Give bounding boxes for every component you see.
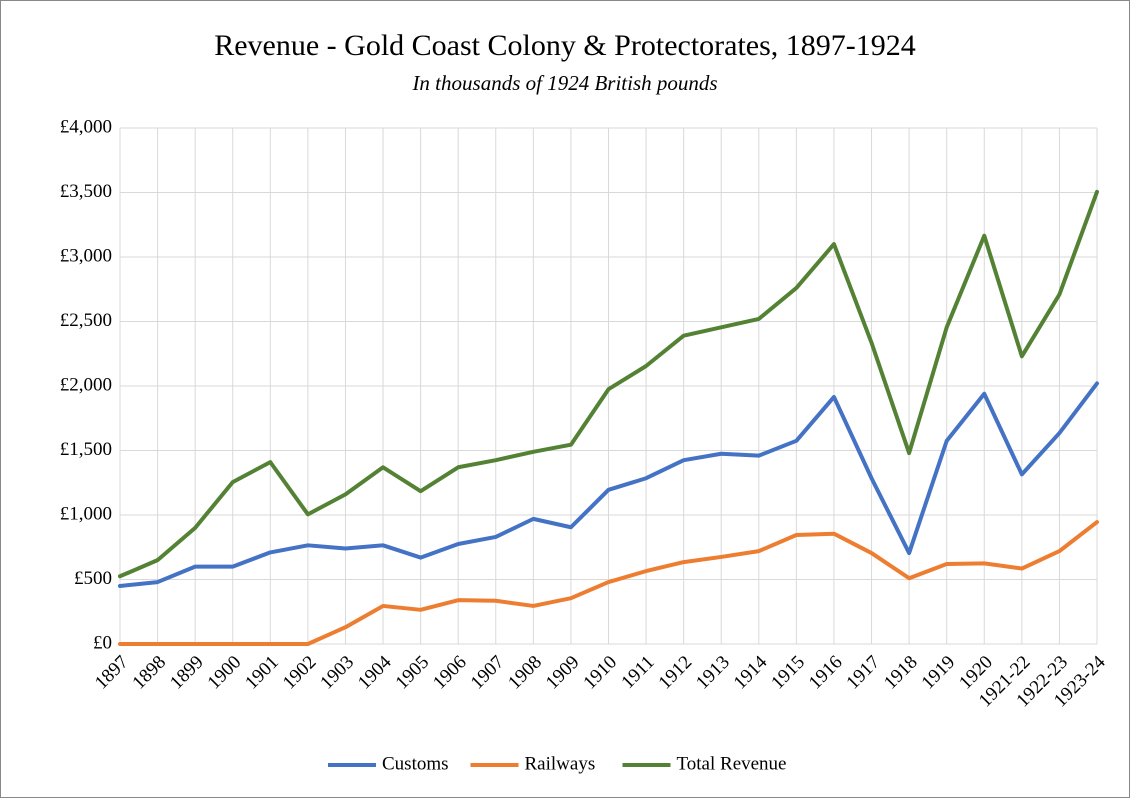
y-tick-label: £2,500 <box>60 310 112 331</box>
y-tick-label: £1,500 <box>60 439 112 460</box>
legend-label: Total Revenue <box>677 753 787 774</box>
chart-subtitle: In thousands of 1924 British pounds <box>411 71 717 95</box>
y-tick-label: £500 <box>74 568 112 589</box>
y-tick-label: £1,000 <box>60 503 112 524</box>
legend-label: Railways <box>525 753 596 774</box>
series-line <box>118 520 1099 646</box>
y-tick-label: £4,000 <box>60 116 112 137</box>
series-line <box>118 381 1099 588</box>
y-tick-label: £0 <box>93 632 112 653</box>
y-tick-label: £3,500 <box>60 181 112 202</box>
legend-label: Customs <box>382 753 449 774</box>
y-tick-label: £2,000 <box>60 374 112 395</box>
chart-title: Revenue - Gold Coast Colony & Protectora… <box>214 29 916 62</box>
y-tick-label: £3,000 <box>60 245 112 266</box>
series-line <box>118 189 1099 579</box>
